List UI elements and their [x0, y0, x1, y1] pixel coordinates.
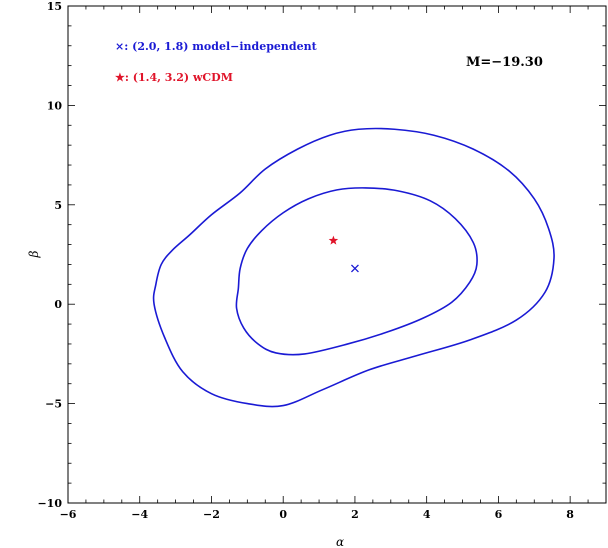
marker-stroke: [350, 264, 359, 273]
x-tick-label: 6: [495, 508, 503, 521]
legend-symbol-star: ★: [115, 71, 125, 84]
y-axis-label: β: [27, 250, 41, 258]
x-axis-label: α: [336, 535, 344, 548]
y-tick-label: −5: [45, 398, 62, 411]
y-tick-label: −10: [37, 497, 62, 510]
contour-outer: [152, 127, 555, 408]
m-annotation: M=−19.30: [466, 55, 543, 70]
axis-ticks: [67, 5, 607, 504]
x-tick-label: −4: [131, 508, 148, 521]
x-tick-label: −6: [60, 508, 77, 521]
legend-entry-model-independent: ×: (2.0, 1.8) model−independent: [115, 40, 318, 53]
point-markers: [328, 235, 359, 273]
legend-text-wcdm: : (1.4, 3.2) wCDM: [125, 71, 233, 84]
y-tick-label: 10: [47, 99, 63, 112]
x-tick-label: 2: [351, 508, 359, 521]
legend-entry-wcdm: ★: (1.4, 3.2) wCDM: [115, 71, 233, 84]
x-tick-label: 4: [423, 508, 431, 521]
legend: ×: (2.0, 1.8) model−independent ★: (1.4,…: [115, 40, 318, 84]
y-tick-label: 5: [54, 199, 62, 212]
legend-text-model-independent: : (2.0, 1.8) model−independent: [124, 40, 317, 53]
legend-symbol-x: ×: [115, 40, 124, 53]
x-tick-label: −2: [203, 508, 220, 521]
y-tick-label: 0: [54, 298, 62, 311]
axis-tick-labels: −6 −4 −2 0 2 4 6 8 −10 −5 0 5 10 15: [37, 0, 574, 521]
x-tick-label: 8: [566, 508, 574, 521]
marker-wCDM: [328, 235, 339, 245]
contour-lines: [152, 127, 555, 408]
contour-inner: [235, 187, 478, 356]
y-tick-label: 15: [47, 0, 62, 13]
x-tick-label: 0: [279, 508, 287, 521]
marker-model-independent: [350, 264, 359, 273]
